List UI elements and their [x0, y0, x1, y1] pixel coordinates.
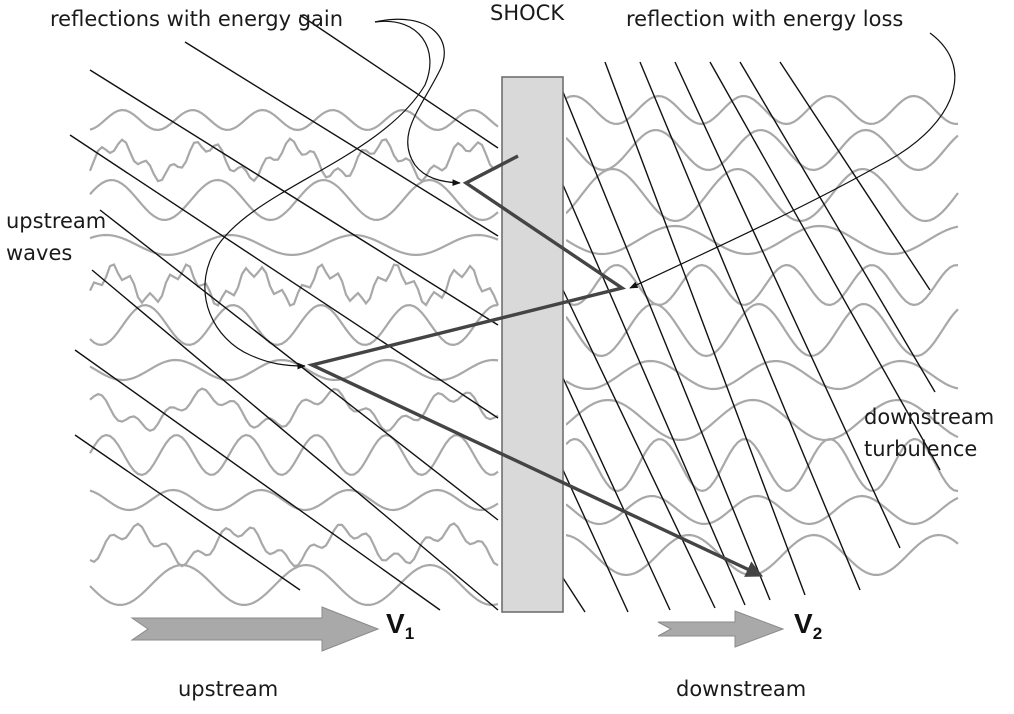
upstream-field-line	[74, 434, 301, 591]
upstream-wave	[89, 563, 499, 606]
downstream-turbulence-label-line1: downstream	[864, 405, 995, 429]
particle-path	[306, 154, 764, 577]
downstream-field-line	[739, 61, 936, 393]
upstream-wave	[89, 358, 499, 382]
downstream-field-line	[709, 61, 941, 471]
upstream-wave	[89, 433, 499, 477]
downstream-field-line	[674, 61, 901, 549]
upstream-field-line	[69, 134, 499, 419]
upstream-wave	[89, 233, 499, 256]
upstream-waves-label-line1: upstream	[6, 209, 107, 233]
shock-slab	[501, 76, 564, 613]
energy-gain-label: reflections with energy gain	[50, 7, 344, 31]
upstream-field-line	[74, 349, 441, 611]
shock-label: SHOCK	[490, 1, 565, 25]
downstream-field-line	[562, 577, 586, 613]
downstream-wave	[566, 398, 959, 442]
v2-subscript: 2	[812, 624, 823, 643]
downstream-wave	[566, 263, 959, 307]
downstream-field-line	[562, 289, 716, 609]
upstream-wave	[89, 488, 499, 512]
upstream-waves-label-line2: waves	[6, 241, 73, 265]
upstream-field-line	[89, 69, 499, 326]
downstream-wave	[566, 359, 959, 391]
upstream-field-line	[91, 269, 499, 611]
downstream-field-line	[779, 61, 931, 291]
downstream-wave	[566, 437, 959, 493]
v1-flow-arrow	[130, 606, 380, 652]
v1-subscript: 1	[404, 624, 415, 643]
v1-label: V1	[386, 608, 414, 644]
upstream-field-line	[299, 14, 499, 149]
downstream-field-line	[562, 91, 771, 601]
upstream-label: upstream	[178, 677, 279, 701]
downstream-wave	[566, 94, 959, 126]
upstream-wave	[89, 263, 500, 307]
downstream-wave	[566, 533, 959, 577]
downstream-wave	[566, 494, 959, 526]
downstream-field-line	[562, 377, 671, 611]
upstream-wave	[89, 108, 499, 132]
downstream-field-line	[604, 61, 806, 596]
energy-gain-callout-2	[204, 20, 431, 370]
downstream-turbulence-label-line2: turbulence	[864, 437, 978, 461]
energy-gain-callout-1	[374, 18, 461, 186]
downstream-field-lines	[562, 61, 941, 613]
upstream-wave	[89, 522, 499, 568]
downstream-turbulence-waves	[566, 94, 959, 577]
energy-loss-callout	[629, 32, 956, 289]
upstream-field-lines	[69, 14, 499, 611]
v2-flow-arrow	[657, 610, 785, 648]
upstream-wave	[89, 303, 499, 347]
downstream-field-line	[639, 61, 861, 591]
v2-letter: V	[794, 608, 813, 639]
upstream-field-line	[184, 41, 499, 237]
downstream-label: downstream	[676, 677, 807, 701]
upstream-wave	[89, 178, 499, 222]
upstream-wave	[89, 387, 499, 433]
v2-label: V2	[794, 608, 822, 644]
upstream-waves	[88, 108, 500, 606]
downstream-wave	[566, 128, 959, 172]
downstream-wave	[566, 167, 959, 223]
downstream-field-line	[562, 184, 746, 606]
downstream-field-line	[562, 469, 629, 613]
v1-letter: V	[386, 608, 405, 639]
downstream-wave	[566, 302, 959, 358]
upstream-wave	[88, 137, 499, 183]
energy-loss-label: reflection with energy loss	[626, 7, 904, 31]
